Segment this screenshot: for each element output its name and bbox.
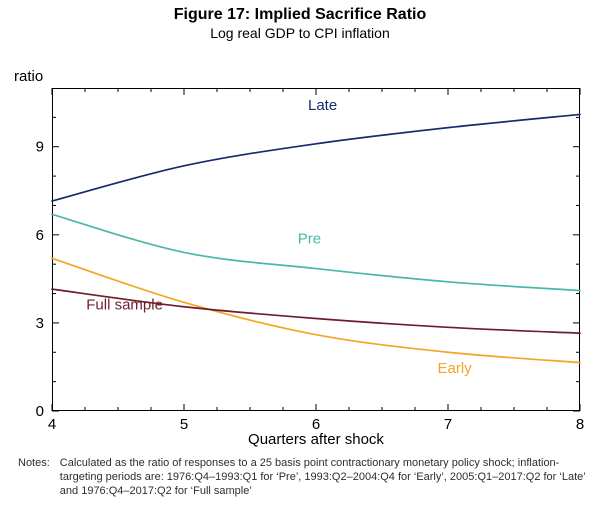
svg-text:3: 3 — [36, 315, 44, 332]
series-label-late: Late — [308, 97, 337, 114]
chart-svg: 036945678LatePreEarlyFull sample — [52, 88, 580, 411]
series-late — [52, 114, 580, 201]
figure-title: Figure 17: Implied Sacrifice Ratio — [0, 0, 600, 24]
svg-text:9: 9 — [36, 139, 44, 156]
figure-subtitle: Log real GDP to CPI inflation — [0, 25, 600, 41]
series-label-early: Early — [438, 360, 473, 377]
series-label-full-sample: Full sample — [86, 297, 163, 314]
plot-wrap: 036945678LatePreEarlyFull sample — [52, 88, 580, 411]
notes-text: Calculated as the ratio of responses to … — [60, 457, 594, 498]
x-axis-title: Quarters after shock — [52, 431, 580, 448]
series-pre — [52, 214, 580, 290]
figure-notes: Notes: Calculated as the ratio of respon… — [18, 457, 594, 498]
notes-label: Notes: — [18, 457, 50, 498]
series-label-pre: Pre — [298, 231, 321, 248]
y-axis-title: ratio — [14, 68, 43, 85]
svg-text:0: 0 — [36, 403, 44, 420]
figure: Figure 17: Implied Sacrifice Ratio Log r… — [0, 0, 600, 523]
svg-text:6: 6 — [36, 227, 44, 244]
